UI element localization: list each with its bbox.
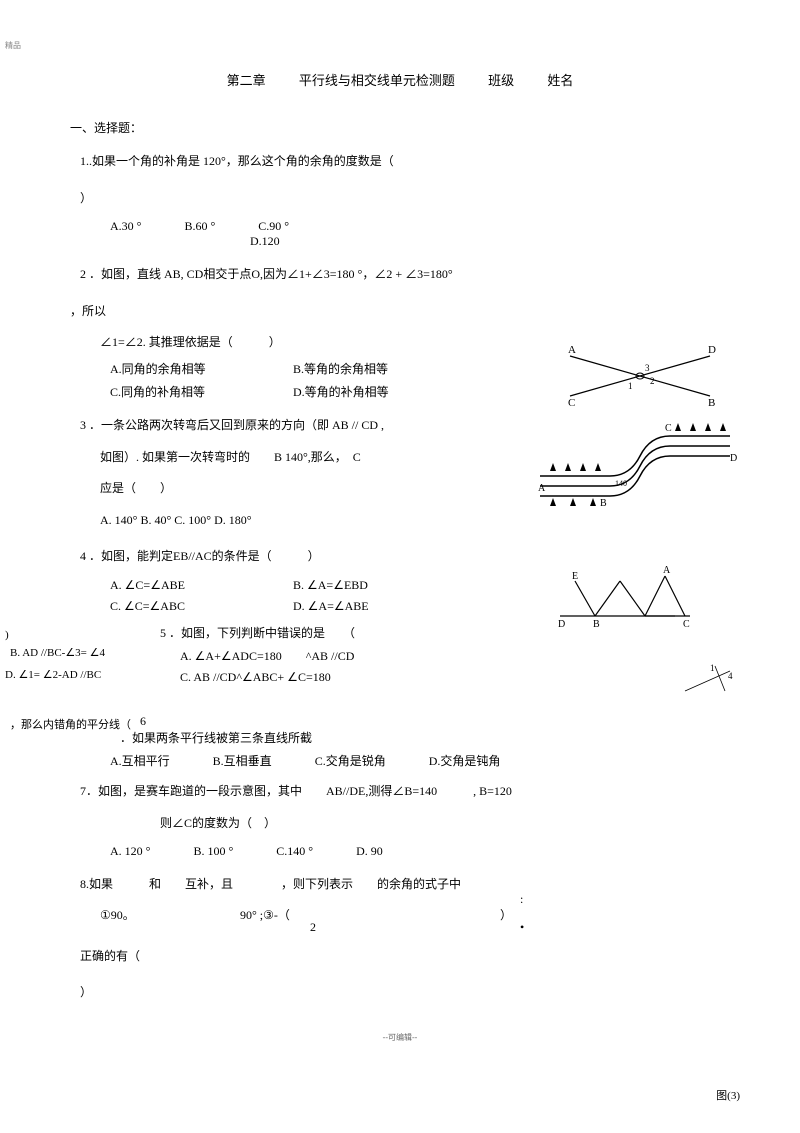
q7-line2: 则∠C的度数为（ ） [160,813,760,835]
section-heading: 一、选择题： [70,119,760,136]
q2-label-a: A [568,344,576,356]
q8-line3: 正确的有（ [80,946,760,968]
q7-opt-d: D. 90 [356,844,383,859]
q5-head: 5 ．如图，下列判断中错误的是 （ [160,624,760,641]
q3-label-c: C [665,423,672,434]
q5-side-d: D. ∠1= ∠2-AD //BC [5,664,101,686]
q6-opt-a: A.互相平行 [110,752,170,769]
q2-label-1: 1 [628,381,633,391]
q7-opt-b: B. 100 ° [193,844,233,859]
q2-label-3: 3 [645,363,650,373]
q8-2e: : [520,892,523,907]
q2-label-d: D [708,344,716,356]
q1-opt-b: B.60 ° [184,219,215,234]
q2-label-c: C [568,397,575,409]
content: 1..如果一个角的补角是 120°，那么这个角的余角的度数是（ ） A.30 °… [40,151,760,1004]
q1-text: 1..如果一个角的补角是 120°，那么这个角的余角的度数是（ [80,151,760,173]
q3-line1: 3 ．一条公路两次转弯后又回到原来的方向（即 AB // CD , [80,415,530,437]
q4-line1: 4 ．如图，能判定EB//AC的条件是（ ） [80,546,530,568]
q5-opt-c: C. AB //CD^∠ABC+ ∠C=180 [180,670,760,685]
q3-label-a: A [538,483,546,494]
q2-opt-b: B.等角的余角相等 [293,360,473,377]
q8-2f: • [520,920,524,935]
q4-label-a: A [663,565,671,576]
q2-label-2: 2 [650,376,655,386]
q6-pre: ，那么内错角的平分线（ [10,714,131,736]
q3-label-ang: 140 [615,479,627,488]
q2-opt-a: A.同角的余角相等 [110,360,290,377]
q2-line1: 2 ．如图，直线 AB, CD相交于点O,因为∠1+∠3=180 °，∠2 + … [80,264,530,286]
q5-opt-a: A. ∠A+∠ADC=180 ^AB //CD [180,647,760,664]
q5-side-b: B. AD //BC-∠3= ∠4 [10,642,105,664]
q8-2c: 2 [310,920,316,935]
q8-2d: ） [500,906,512,923]
q6-num: 6 [140,714,760,729]
class-label: 班级 [488,73,514,88]
q2-opt-c: C.同角的补角相等 [110,383,290,400]
q7-opt-c: C.140 ° [276,844,313,859]
footer-note: --可编辑-- [383,1032,418,1043]
q7-line1: 7．如图，是赛车跑道的一段示意图，其中 AB//DE,测得∠B=140 , B=… [80,781,760,803]
watermark-text: 精品 [5,40,21,51]
q1-opt-c: C.90 ° [258,219,289,234]
q2-figure: A D C B 1 2 3 [550,341,730,411]
q5-side-paren: ) [5,624,9,646]
title-row: 第二章 平行线与相交线单元检测题 班级 姓名 [40,70,760,89]
title-name: 平行线与相交线单元检测题 [299,73,455,88]
q3-label-d: D [730,453,737,464]
q1-close: ） [80,188,760,210]
q5-figure: 1 4 [680,661,740,701]
q1-opt-a: A.30 ° [110,219,141,234]
q1-opt-d: D.120 [250,234,760,249]
q4-opt-d: D. ∠A=∠ABE [293,599,473,614]
q6-options: A.互相平行 B.互相垂直 C.交角是锐角 D.交角是钝角 [110,752,760,769]
q3-figure: A B C D 140 [530,416,740,516]
q8-2a: ①90。 [100,906,135,923]
q2-line2: ，所以 [70,301,760,323]
q6-opt-d: D.交角是钝角 [429,752,501,769]
q2-opt-d: D.等角的补角相等 [293,383,473,400]
q8-line4: ） [80,982,760,1004]
q5-label-4: 4 [728,671,733,681]
q1-options: A.30 ° B.60 ° C.90 ° D.120 [110,219,760,249]
q3-label-b: B [600,498,607,509]
q8-2b: 90° ;③-（ [240,906,290,923]
q4-opt-b: B. ∠A=∠EBD [293,578,473,593]
q6-opt-b: B.互相垂直 [213,752,272,769]
q4-opt-a: A. ∠C=∠ABE [110,578,290,593]
q5-label-1: 1 [710,663,715,673]
q7-options: A. 120 ° B. 100 ° C.140 ° D. 90 [110,844,760,859]
q4-label-e: E [572,571,578,582]
q3-line2: 如图）. 如果第一次转弯时的 B 140°,那么， C [100,447,550,469]
q7-opt-a: A. 120 ° [110,844,150,859]
student-label: 姓名 [547,73,573,88]
chapter-label: 第二章 [227,73,266,88]
q4-opt-c: C. ∠C=∠ABC [110,599,290,614]
q2-label-b: B [708,397,715,409]
q6-opt-c: C.交角是锐角 [315,752,386,769]
q4-figure: E A D B C [550,561,700,631]
q8-line1: 8.如果 和 互补，且 ，则下列表示 的余角的式子中 [80,874,760,896]
q6-line: ．如果两条平行线被第三条直线所截 [120,729,760,746]
figure-3-label: 图(3) [716,1087,740,1103]
q8-line2: ①90。 90° ;③-（ 2 ） : • [100,906,760,936]
